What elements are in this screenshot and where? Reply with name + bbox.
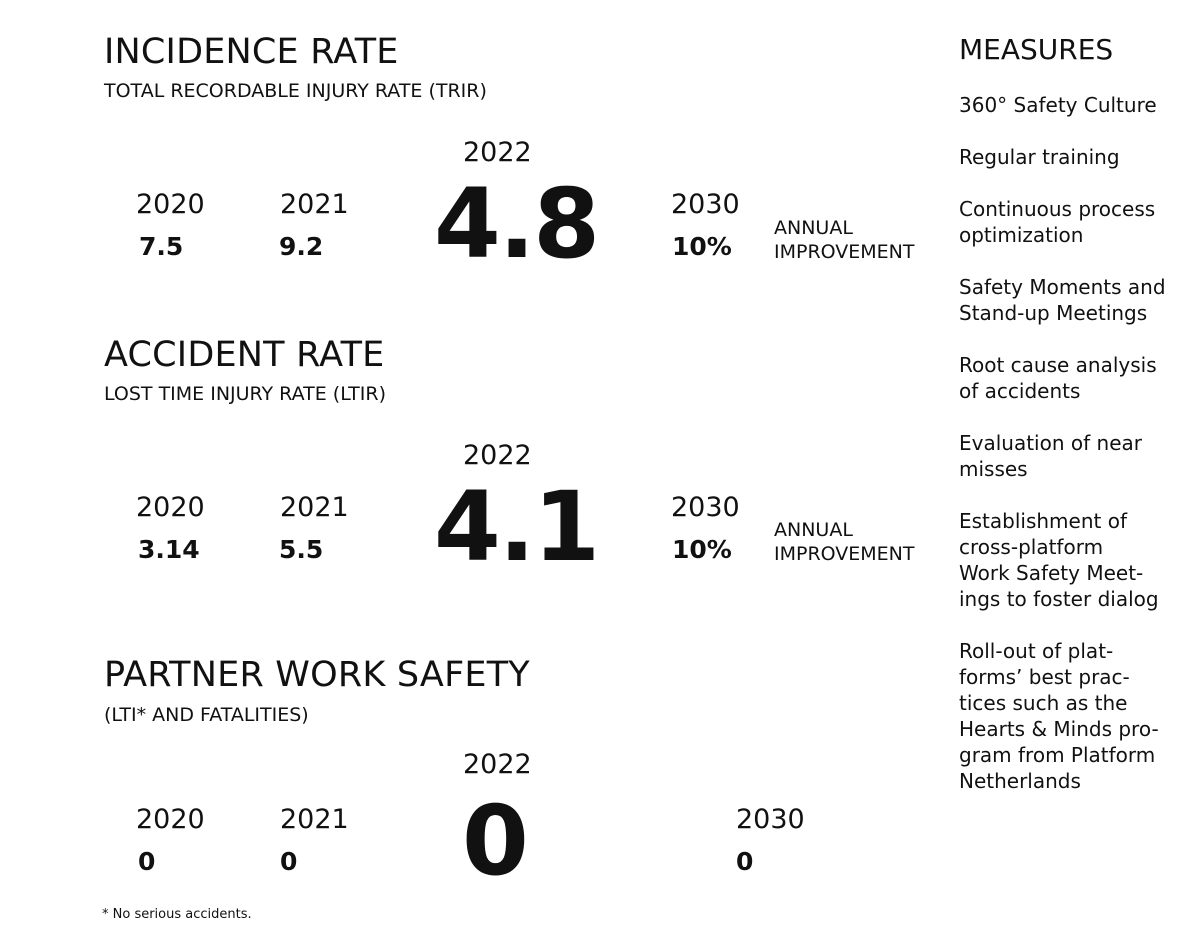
incidence-year-2030: 2030 (671, 189, 740, 220)
accident-annual-line2: IMPROVEMENT (774, 543, 915, 565)
measure-item: Safety Moments and Stand-up Meetings (959, 275, 1166, 325)
partner-work-safety-title: PARTNER WORK SAFETY (104, 655, 530, 695)
measures-title: MEASURES (959, 33, 1114, 66)
accident-year-2021: 2021 (280, 492, 349, 523)
accident-value-2020: 3.14 (138, 535, 200, 564)
incidence-year-2022: 2022 (463, 137, 532, 168)
incidence-annual-improvement: ANNUAL IMPROVEMENT (774, 216, 934, 264)
accident-year-2022: 2022 (463, 440, 532, 471)
measure-item: Establishment of cross-platform Work Saf… (959, 509, 1159, 611)
incidence-value-2020: 7.5 (139, 232, 184, 261)
incidence-year-2021: 2021 (280, 189, 349, 220)
partner-year-2030: 2030 (736, 804, 805, 835)
incidence-value-2022: 4.8 (434, 168, 600, 280)
partner-year-2021: 2021 (280, 804, 349, 835)
footnote: * No serious accidents. (102, 907, 252, 922)
incidence-annual-line1: ANNUAL (774, 217, 853, 239)
partner-value-2021: 0 (280, 847, 298, 876)
accident-annual-improvement: ANNUAL IMPROVEMENT (774, 518, 934, 566)
accident-value-2021: 5.5 (279, 535, 324, 564)
accident-rate-title: ACCIDENT RATE (104, 335, 385, 375)
incidence-rate-title: INCIDENCE RATE (104, 32, 399, 72)
measure-item: 360° Safety Culture (959, 93, 1157, 117)
measures-list: 360° Safety Culture Regular training Con… (959, 92, 1169, 820)
incidence-annual-line2: IMPROVEMENT (774, 241, 915, 263)
accident-year-2030: 2030 (671, 492, 740, 523)
incidence-year-2020: 2020 (136, 189, 205, 220)
incidence-value-2021: 9.2 (279, 232, 324, 261)
measure-item: Roll-out of plat- forms’ best prac- tice… (959, 639, 1159, 793)
accident-value-2030: 10% (672, 535, 732, 564)
partner-value-2022: 0 (462, 785, 529, 897)
accident-rate-subtitle: LOST TIME INJURY RATE (LTIR) (104, 383, 386, 405)
accident-year-2020: 2020 (136, 492, 205, 523)
accident-annual-line1: ANNUAL (774, 519, 853, 541)
partner-value-2030: 0 (736, 847, 754, 876)
measure-item: Regular training (959, 145, 1120, 169)
partner-year-2022: 2022 (463, 749, 532, 780)
partner-work-safety-subtitle: (LTI* AND FATALITIES) (104, 704, 309, 726)
measure-item: Root cause analysis of accidents (959, 353, 1157, 403)
measure-item: Evaluation of near misses (959, 431, 1142, 481)
partner-year-2020: 2020 (136, 804, 205, 835)
incidence-rate-subtitle: TOTAL RECORDABLE INJURY RATE (TRIR) (104, 80, 487, 102)
incidence-value-2030: 10% (672, 232, 732, 261)
partner-value-2020: 0 (138, 847, 156, 876)
accident-value-2022: 4.1 (434, 471, 600, 583)
measure-item: Continuous process optimization (959, 197, 1156, 247)
